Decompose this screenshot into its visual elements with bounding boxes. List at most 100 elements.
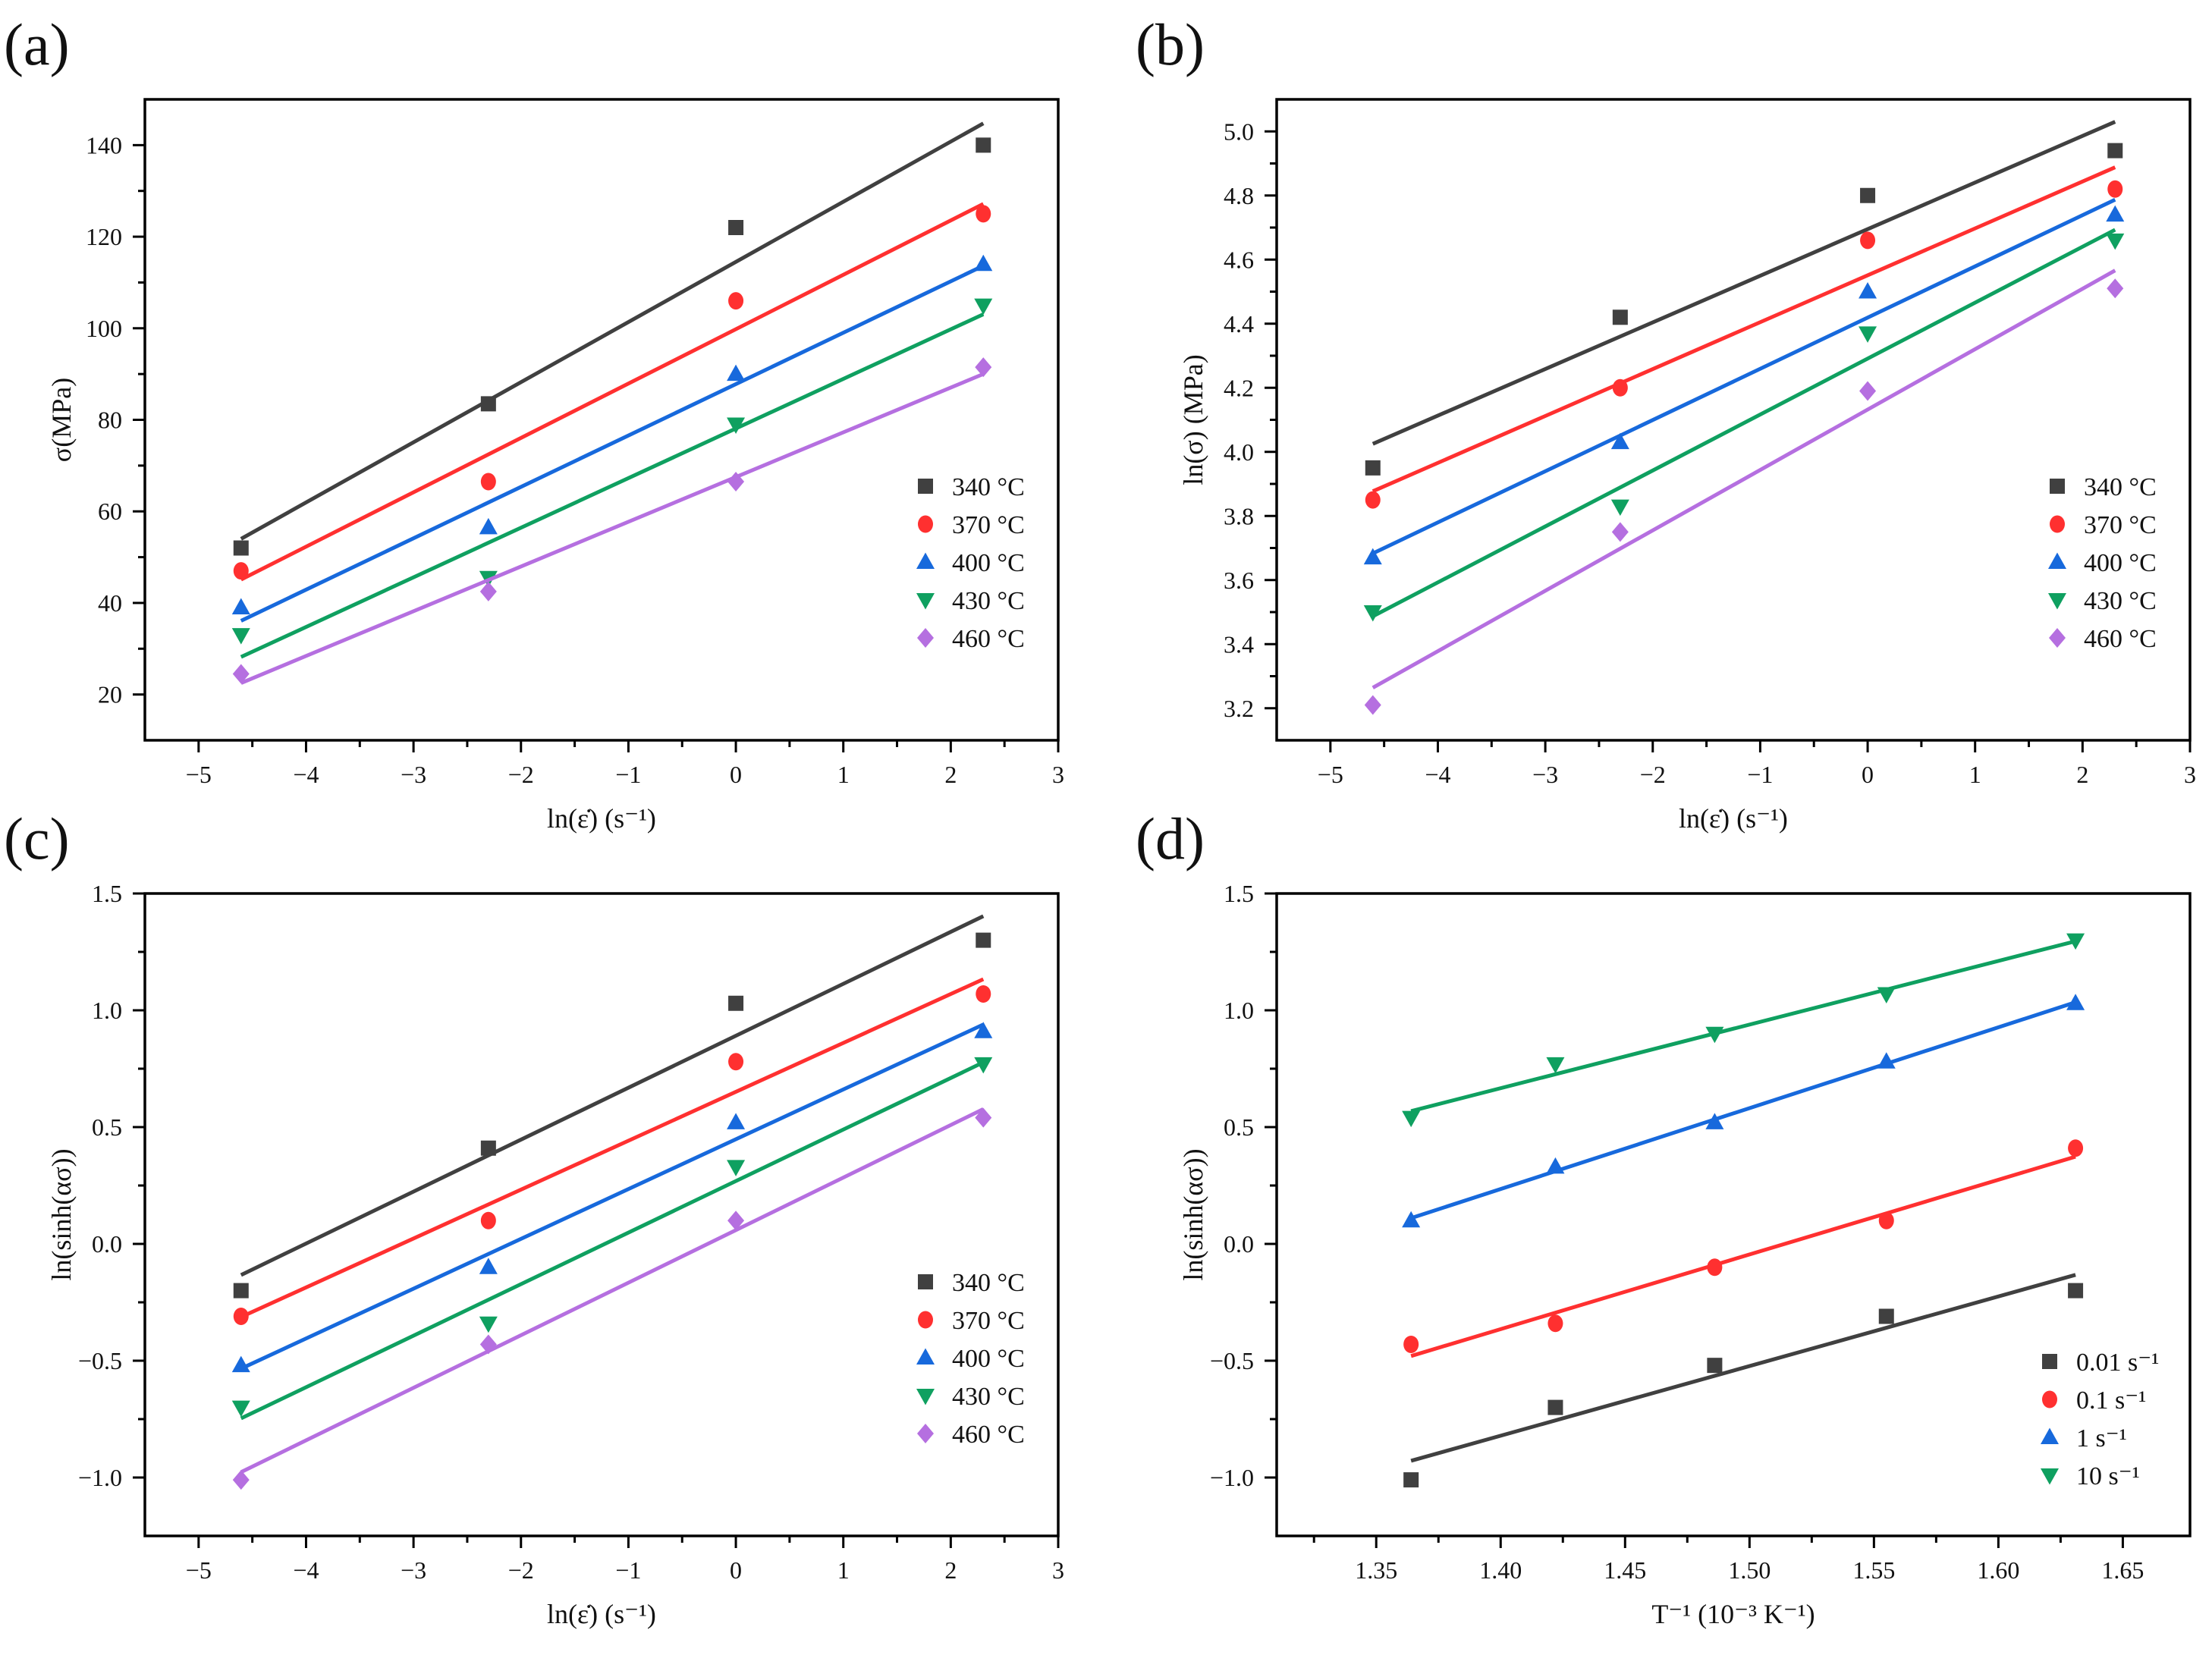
data-point-3-0: [231, 628, 250, 645]
x-tick-label: 3: [1052, 1556, 1064, 1584]
data-point-0-1: [1547, 1399, 1563, 1415]
data-point-4-2: [727, 1211, 745, 1231]
x-tick-label: −5: [186, 1556, 212, 1584]
data-point-3-1: [1610, 499, 1629, 517]
x-tick-label: 2: [944, 1556, 957, 1584]
legend-marker-2: [2048, 552, 2066, 569]
x-tick-label: −3: [1532, 761, 1558, 788]
y-tick-label: 4.2: [1224, 374, 1254, 401]
data-point-4-1: [479, 581, 497, 601]
data-point-1-1: [1612, 378, 1628, 397]
y-tick-label: 3.4: [1224, 630, 1254, 658]
legend-marker-1: [918, 1311, 933, 1329]
data-point-2-0: [1363, 548, 1382, 565]
x-tick-label: 1.60: [1977, 1556, 2019, 1584]
y-axis-label: ln(sinh(ασ)): [1178, 1148, 1208, 1280]
plot-area-frame: [143, 892, 1060, 1537]
legend-label-0: 340 °C: [952, 1269, 1025, 1297]
legend-label-2: 400 °C: [2084, 549, 2157, 577]
fit-line-0: [240, 914, 985, 1277]
y-tick-label: −0.5: [1210, 1347, 1254, 1374]
data-point-0-0: [233, 1283, 249, 1299]
legend-marker-1: [2050, 515, 2065, 533]
fit-line-2: [240, 264, 985, 623]
legend-marker-4: [917, 628, 934, 648]
data-point-2-1: [1610, 432, 1629, 450]
y-tick-label: 1.0: [92, 997, 122, 1024]
y-tick-label: −1.0: [1210, 1464, 1254, 1491]
plot-area-frame: [1275, 892, 2192, 1537]
plot-area-frame: [143, 98, 1060, 742]
data-point-2-3: [974, 1022, 993, 1038]
x-tick-label: 3: [2184, 761, 2196, 788]
data-point-1-0: [233, 562, 249, 580]
data-point-0-3: [976, 137, 991, 153]
data-point-1-0: [1403, 1335, 1419, 1353]
data-point-3-0: [1402, 1110, 1421, 1128]
data-point-3-0: [231, 1400, 250, 1418]
panel-b: (b) −5 −4 −3 −2 −1 0 1 2 3 3.2 3.4 3.6 3.8 4.0 4.2 4.4 4.…: [1136, 11, 2196, 834]
legend-label-1: 370 °C: [952, 511, 1025, 539]
legend-marker-3: [2048, 593, 2066, 610]
data-point-4-2: [1859, 381, 1877, 401]
x-tick-label: −2: [1640, 761, 1666, 788]
x-tick-label: 1: [1969, 761, 1981, 788]
data-point-3-2: [727, 1160, 746, 1176]
fit-line-1: [1410, 1154, 2076, 1358]
data-point-4-3: [975, 357, 992, 378]
data-point-0-3: [2107, 143, 2123, 159]
x-axis-label: ln(ε̇) (s⁻¹): [1679, 803, 1788, 834]
x-tick-label: −4: [293, 1556, 319, 1584]
data-point-0-3: [976, 932, 991, 948]
x-tick-label: 1.55: [1852, 1556, 1895, 1584]
data-point-4-1: [1611, 522, 1629, 542]
fit-line-3: [1410, 939, 2076, 1113]
legend-marker-1: [918, 515, 933, 533]
y-tick-label: 20: [98, 681, 122, 708]
legend-label-1: 0.1 s⁻¹: [2076, 1386, 2146, 1415]
x-tick-label: 1.45: [1604, 1556, 1646, 1584]
y-tick-label: −0.5: [78, 1347, 122, 1374]
fit-line-4: [1372, 269, 2116, 689]
data-point-4-0: [1364, 695, 1381, 715]
y-tick-label: −1.0: [78, 1464, 122, 1491]
legend-label-2: 1 s⁻¹: [2076, 1424, 2127, 1452]
data-point-2-0: [231, 598, 250, 614]
data-point-0-0: [1365, 460, 1381, 476]
legend-label-4: 460 °C: [952, 625, 1025, 653]
panel-label: (d): [1136, 806, 1205, 871]
panel-c: (c) −5 −4 −3 −2 −1 0 1 2 3 −1.0 −0.5 0.0 0.5 1.0 1.5 ln(…: [4, 806, 1064, 1629]
y-axis-label: σ(MPa): [46, 378, 77, 462]
y-tick-label: 40: [98, 589, 122, 617]
data-point-2-3: [974, 254, 993, 272]
x-tick-label: 1.50: [1728, 1556, 1771, 1584]
y-tick-label: 1.0: [1224, 997, 1254, 1024]
data-point-2-2: [1705, 1113, 1724, 1129]
legend-label-0: 0.01 s⁻¹: [2076, 1349, 2159, 1377]
legend-label-3: 10 s⁻¹: [2076, 1462, 2140, 1490]
y-axis-label: ln(σ) (MPa): [1178, 354, 1208, 485]
data-point-1-2: [728, 1053, 744, 1071]
data-point-1-3: [1878, 1211, 1894, 1229]
legend-label-3: 430 °C: [952, 1383, 1025, 1411]
x-tick-label: 3: [1052, 761, 1064, 788]
data-point-0-4: [2068, 1283, 2084, 1299]
x-tick-label: −1: [1747, 761, 1773, 788]
y-tick-label: 1.5: [1224, 880, 1254, 907]
fit-line-2: [1372, 197, 2116, 555]
x-tick-label: −3: [401, 761, 426, 788]
y-tick-label: 0.0: [1224, 1230, 1254, 1258]
y-tick-label: 4.6: [1224, 246, 1254, 273]
data-point-0-2: [728, 220, 744, 235]
legend-marker-2: [916, 552, 935, 569]
data-point-4-3: [975, 1107, 992, 1128]
data-point-1-3: [976, 205, 991, 223]
data-point-1-0: [233, 1307, 249, 1325]
data-point-0-1: [480, 396, 496, 412]
legend-label-2: 400 °C: [952, 549, 1025, 577]
legend-marker-0: [918, 479, 933, 494]
data-point-3-3: [1877, 987, 1896, 1003]
x-tick-label: 1.40: [1479, 1556, 1522, 1584]
x-tick-label: 1: [837, 761, 850, 788]
data-point-3-2: [1705, 1026, 1724, 1044]
